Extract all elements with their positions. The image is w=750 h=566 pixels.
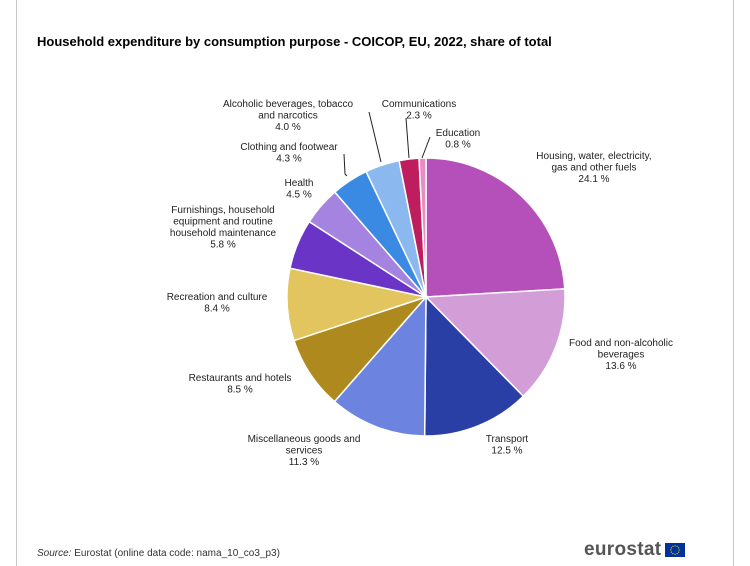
source-text: Eurostat (online data code: nama_10_co3_… <box>74 548 280 559</box>
chart-title: Household expenditure by consumption pur… <box>37 34 552 49</box>
slice-label-5: Restaurants and hotels 8.5 % <box>189 373 292 396</box>
pie-slice-4 <box>333 294 427 437</box>
source-label: Source: <box>37 548 72 559</box>
leader-line-9 <box>343 153 348 177</box>
slice-label-10: Alcoholic beverages, tobacco and narcotic… <box>223 99 354 133</box>
slice-label-7: Furnishings, household equipment and rout… <box>170 205 277 251</box>
logo-text: eurostat <box>584 539 662 560</box>
slice-label-8: Health 4.5 % <box>285 178 314 201</box>
slice-label-1: Housing, water, electricity, gas and othe… <box>536 151 651 185</box>
slice-label-11: Communications 2.3 % <box>382 99 456 122</box>
pie-slice-2 <box>424 288 566 398</box>
source-note: Source: Eurostat (online data code: nama… <box>37 548 280 559</box>
pie-slice-1 <box>425 157 566 298</box>
slice-labels: Housing, water, electricity, gas and othe… <box>167 99 673 468</box>
eurostat-logo: eurostat <box>584 538 686 562</box>
leader-line-11 <box>405 117 410 159</box>
leader-line-12 <box>421 136 431 159</box>
slice-label-3: Transport 12.5 % <box>486 434 529 457</box>
slice-label-6: Recreation and culture 8.4 % <box>167 292 268 315</box>
eu-flag-icon <box>665 543 686 557</box>
slice-label-2: Food and non-alcoholic beverages 13.6 % <box>569 338 673 372</box>
slice-label-12: Education 0.8 % <box>436 128 480 151</box>
slice-label-4: Miscellaneous goods and services 11.3 % <box>248 434 361 468</box>
slice-label-9: Clothing and footwear 4.3 % <box>240 142 338 165</box>
leader-line-10 <box>368 111 382 163</box>
leader-lines <box>343 111 431 177</box>
pie-slices <box>286 157 566 437</box>
pie-slice-3 <box>423 295 525 437</box>
